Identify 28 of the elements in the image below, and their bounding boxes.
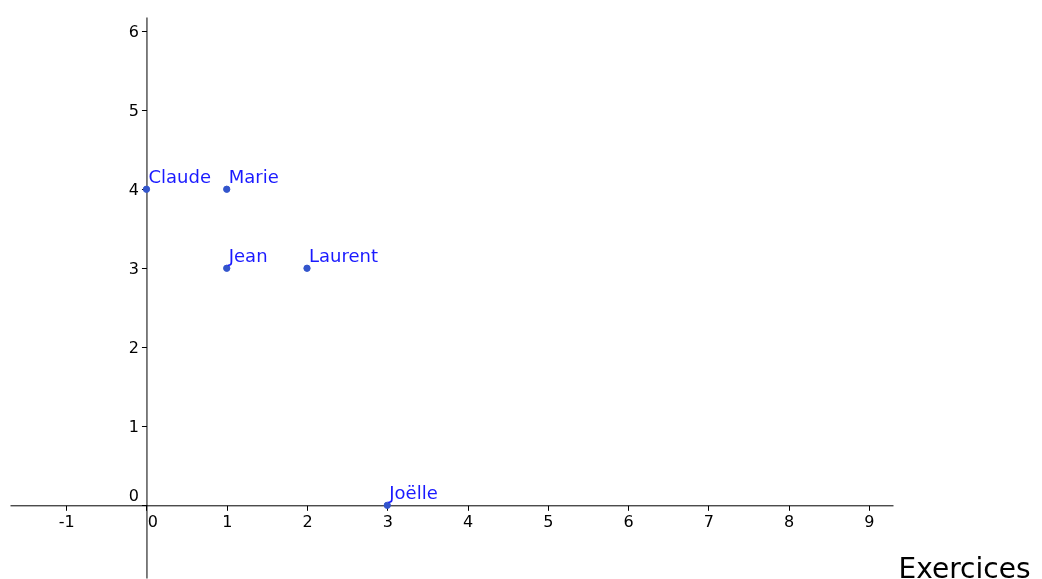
x-tick-label: 8 [784,511,795,531]
y-tick-label: 2 [128,337,139,357]
y-tick-label: 0 [128,485,139,505]
x-tick-label: 5 [543,511,554,531]
y-tick-label: 5 [128,100,139,120]
x-axis-title: Exercices [898,551,1031,579]
annotation: Joëlle [388,482,438,504]
y-tick-label: 3 [128,258,139,278]
y-tick-label: 6 [128,21,139,41]
x-tick-label: 6 [623,511,634,531]
x-tick-label: 1 [222,511,233,531]
annotation: Jean [227,245,268,267]
x-tick-label: 9 [864,511,875,531]
x-tick-label: -1 [58,511,75,531]
x-tick-label: 2 [302,511,313,531]
x-tick-label: 3 [382,511,393,531]
point [383,501,391,509]
annotation: Laurent [309,245,379,267]
annotation: Marie [228,166,279,188]
y-tick-label: 4 [128,179,139,199]
x-tick-label: 4 [462,511,474,531]
point [142,185,151,193]
point [303,264,311,272]
x-tick-label: 7 [703,511,714,531]
annotation: Claude [148,166,211,188]
x-tick-label: 0 [147,511,159,531]
point [223,185,231,193]
y-tick-label: 1 [128,416,139,436]
